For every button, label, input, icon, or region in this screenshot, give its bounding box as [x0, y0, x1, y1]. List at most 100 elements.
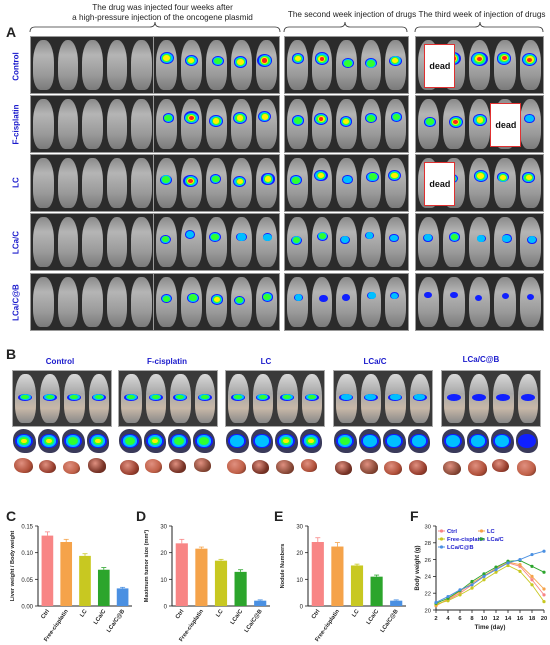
excised-liver: [467, 460, 487, 476]
series-point: [530, 578, 534, 582]
y-tick-label: 0: [300, 605, 304, 611]
excised-liver: [227, 459, 246, 475]
excised-liver: [87, 458, 107, 474]
imaging-block: [153, 154, 280, 212]
imaging-block: [415, 273, 544, 331]
luminescence-spot: [230, 435, 245, 447]
mouse-image: [311, 217, 333, 267]
luminescence-spot: [214, 57, 222, 65]
mouse-image: [494, 158, 516, 208]
luminescence-spot: [213, 296, 221, 303]
luminescence-spot: [526, 293, 535, 301]
mouse-image: [336, 277, 357, 327]
legend-label: LCa/C: [487, 537, 505, 543]
mouse-image: [131, 217, 152, 267]
mouse-image: [360, 158, 382, 208]
mouse-image: [57, 277, 79, 327]
luminescence-spot: [151, 438, 158, 444]
y-tick-label: 24: [425, 575, 432, 581]
mouse-image: [82, 158, 103, 208]
header-second-week: The second week injection of drugs: [287, 10, 417, 19]
x-tick-label: LCa/C@B: [380, 609, 400, 634]
luminescence-spot: [291, 177, 300, 184]
luminescence-spot: [174, 437, 185, 445]
mouse-image: [418, 277, 440, 327]
luminescence-spot: [261, 114, 269, 120]
x-tick-label: LCa/C: [93, 608, 108, 626]
luminescence-spot: [162, 176, 170, 183]
series-point: [482, 578, 486, 582]
mouse-image: [131, 40, 152, 90]
panel-letter-b: B: [6, 346, 17, 362]
group-label-lcac: LCa/C: [363, 357, 387, 366]
luminescence-spot: [450, 291, 458, 298]
luminescence-spot: [477, 235, 485, 242]
mouse-image: [360, 217, 382, 267]
x-tick-label: 4: [446, 616, 450, 622]
excised-liver: [359, 459, 379, 475]
legend-swatch-marker: [439, 529, 444, 533]
legend-swatch-marker: [479, 537, 484, 541]
group-label-f-cisplatin: F-cisplatin: [146, 357, 187, 366]
x-tick-label: LC: [79, 608, 89, 618]
luminescence-spot: [424, 234, 433, 242]
luminescence-spot: [21, 438, 28, 444]
header-third-week: The third week of injection of drugs: [418, 10, 546, 19]
excised-liver: [335, 460, 352, 475]
luminescence-spot: [237, 59, 244, 66]
series-point: [518, 563, 522, 567]
mouse-image: [33, 158, 54, 208]
luminescence-spot: [45, 438, 52, 444]
mouse-image: [311, 277, 333, 327]
luminescence-spot: [447, 393, 462, 401]
luminescence-spot: [262, 58, 268, 63]
mouse-image: [256, 217, 277, 267]
luminescence-spot: [474, 295, 482, 302]
x-tick-label: 18: [529, 616, 536, 622]
luminescence-spot: [392, 114, 401, 121]
bar: [370, 576, 383, 606]
luminescence-spot: [188, 179, 193, 184]
panel-letter-d: D: [136, 508, 147, 524]
y-tick-label: 0.15: [21, 525, 33, 531]
luminescence-spot: [340, 236, 349, 244]
imaging-block: [153, 213, 280, 271]
series-point: [470, 579, 474, 584]
luminescence-spot: [307, 395, 316, 399]
mouse-image: [131, 99, 152, 149]
luminescence-spot: [307, 438, 314, 444]
series-point: [506, 561, 510, 565]
mouse-image: [82, 217, 103, 267]
series-point: [446, 594, 450, 599]
liver-bioluminescence-row: [12, 428, 110, 455]
bar: [311, 542, 324, 606]
excised-liver: [276, 459, 294, 474]
mouse-image: [33, 277, 54, 327]
series-point: [446, 599, 450, 603]
series-point: [542, 593, 546, 597]
luminescence-spot: [45, 395, 54, 399]
panel-letter-c: C: [6, 508, 17, 524]
series-point: [458, 588, 462, 592]
luminescence-spot: [528, 236, 537, 244]
y-axis-label: Maximum tumor size (mm²): [143, 530, 150, 603]
luminescence-spot: [500, 174, 507, 180]
luminescence-spot: [263, 293, 271, 300]
series-point: [530, 564, 534, 568]
bar: [390, 600, 403, 606]
luminescence-spot: [163, 55, 171, 62]
series-point: [482, 574, 486, 578]
row-label-f-cisplatin: F-cisplatin: [11, 104, 21, 145]
y-tick-label: 30: [296, 525, 303, 531]
series-point: [494, 565, 498, 569]
x-tick-label: LCa/C@B: [244, 609, 264, 634]
luminescence-spot: [210, 233, 219, 241]
mouse-image: [57, 217, 79, 267]
luminescence-spot: [198, 437, 209, 445]
mouse-image: [385, 99, 406, 149]
mouse-image: [231, 217, 252, 267]
mouse-image: [156, 99, 177, 149]
imaging-block: [153, 273, 280, 331]
row-label-control: Control: [11, 52, 21, 81]
